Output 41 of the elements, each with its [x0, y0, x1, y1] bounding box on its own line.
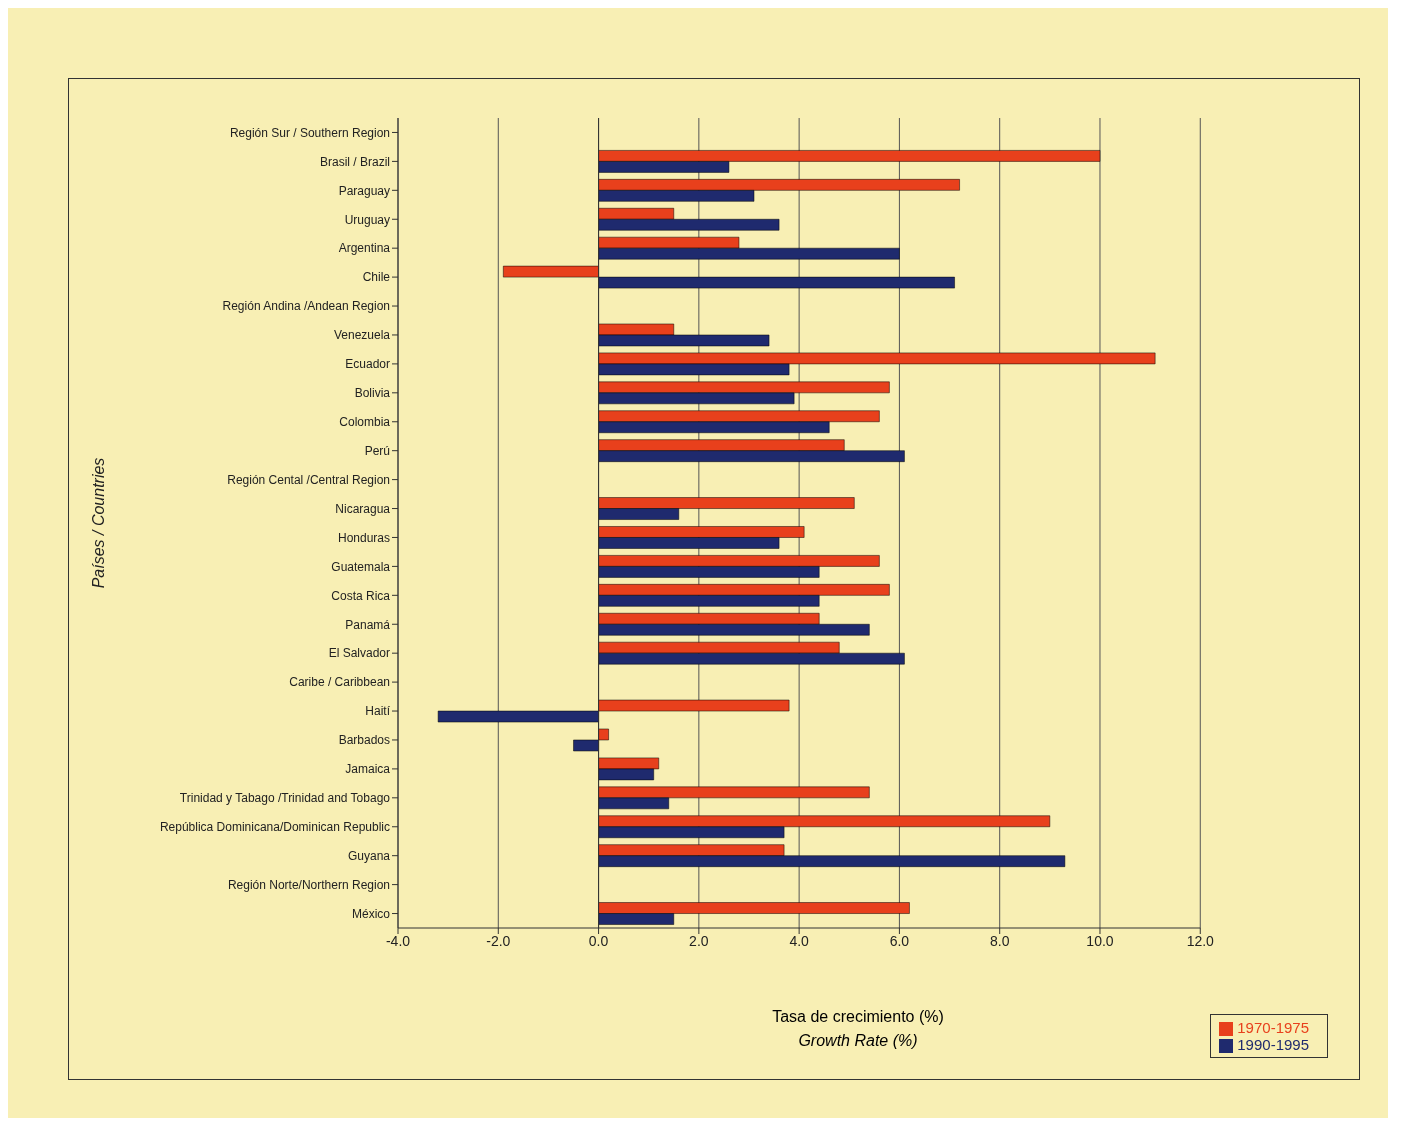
x-tick-label: 10.0: [1086, 932, 1114, 949]
y-tick-label: El Salvador: [328, 646, 390, 661]
legend-label: 1990-1995: [1237, 1035, 1309, 1053]
y-tick-label: Venezuela: [333, 328, 391, 343]
y-tick-label: Nicaragua: [335, 501, 391, 516]
y-axis-title: Países / Countries: [89, 457, 107, 589]
y-tick-label: México: [351, 906, 391, 921]
y-tick-label: Jamaica: [345, 762, 391, 777]
y-tick-label: República Dominicana/Dominican Republic: [159, 820, 390, 835]
x-tick-label: 4.0: [789, 932, 810, 949]
y-tick-label: Paraguay: [338, 183, 390, 198]
y-tick-label: Región Sur / Southern Region: [229, 125, 390, 140]
y-tick-label: Guatemala: [331, 559, 391, 574]
x-tick-label: -4.0: [385, 932, 411, 949]
x-tick-label: 12.0: [1186, 932, 1215, 949]
x-tick-label: 8.0: [989, 932, 1010, 949]
y-tick-label: Honduras: [337, 530, 390, 545]
y-tick-label: Caribe / Caribbean: [289, 675, 390, 690]
y-tick-label: Barbados: [338, 733, 390, 748]
y-tick-label: Región Andina /Andean Region: [222, 299, 390, 314]
x-axis-title: Tasa de crecimiento (%) Growth Rate (%): [772, 1008, 944, 1049]
x-tick-label: 6.0: [889, 932, 910, 949]
y-tick-label: Región Cental /Central Region: [227, 472, 390, 487]
y-tick-label: Bolivia: [354, 386, 391, 401]
y-tick-label: Trinidad y Tabago /Trinidad and Tobago: [179, 791, 391, 806]
y-tick-label: Uruguay: [344, 212, 390, 227]
x-tick-label: 0.0: [588, 932, 609, 949]
y-tick-label: Haití: [365, 704, 391, 719]
y-tick-label: Perú: [364, 443, 390, 458]
y-tick-label: Región Norte/Northern Region: [227, 877, 390, 892]
y-tick-label: Chile: [362, 270, 391, 285]
x-tick-label: 2.0: [689, 932, 709, 949]
y-tick-label: Argentina: [338, 241, 391, 256]
y-tick-label: Panamá: [345, 617, 391, 632]
y-tick-label: Ecuador: [345, 357, 390, 372]
y-tick-label: Colombia: [339, 415, 391, 430]
y-tick-label: Costa Rica: [331, 588, 391, 603]
y-tick-label: Brasil / Brazil: [319, 154, 390, 169]
x-tick-label: -2.0: [486, 932, 511, 949]
y-tick-label: Guyana: [347, 848, 391, 863]
legend-label: 1970-1975: [1237, 1018, 1309, 1036]
